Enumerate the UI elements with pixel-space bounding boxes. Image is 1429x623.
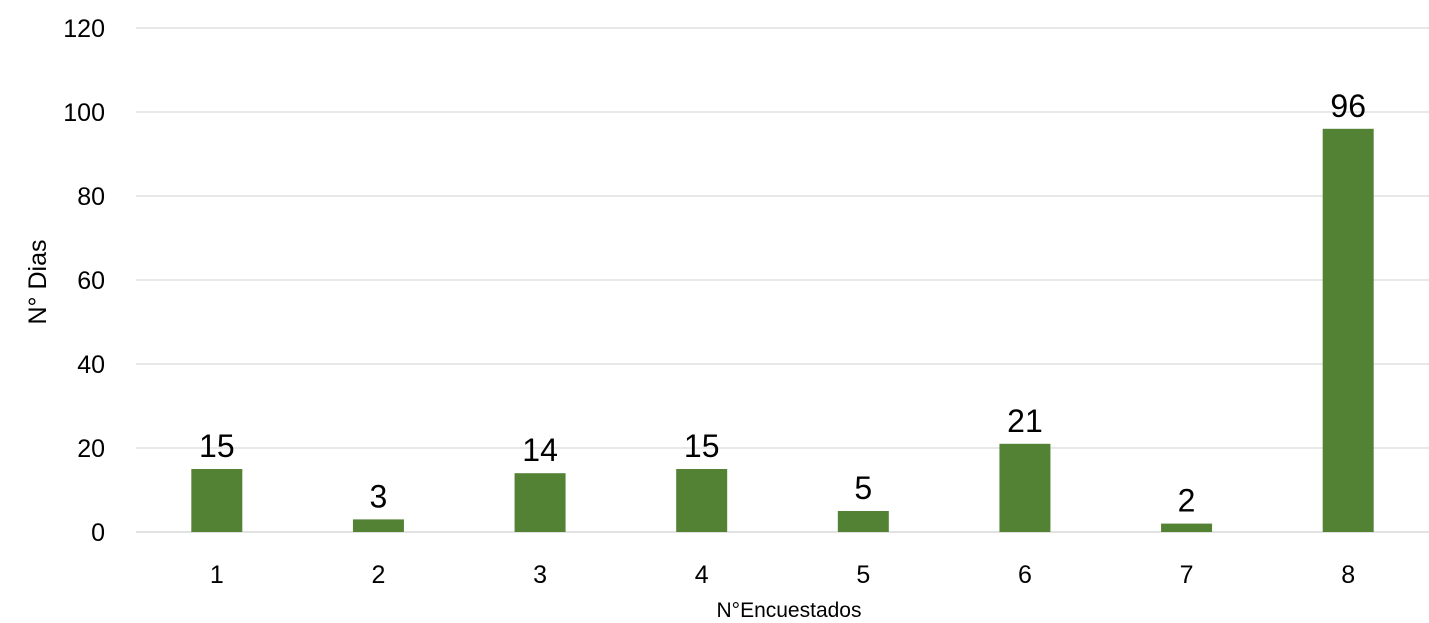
x-tick-label: 7 xyxy=(1180,561,1194,589)
x-tick-label: 3 xyxy=(533,561,547,589)
x-axis-ticks: 1 2 3 4 5 6 7 8 xyxy=(210,561,1355,589)
bar xyxy=(837,511,889,532)
data-label: 21 xyxy=(1007,403,1043,439)
y-tick-label: 120 xyxy=(63,15,105,43)
x-tick-label: 2 xyxy=(371,561,385,589)
y-tick-label: 80 xyxy=(77,183,105,211)
data-label: 15 xyxy=(199,428,235,464)
bar xyxy=(514,473,566,532)
data-label: 2 xyxy=(1178,483,1196,519)
bars xyxy=(191,128,1374,533)
y-tick-label: 20 xyxy=(77,435,105,463)
x-tick-label: 6 xyxy=(1018,561,1032,589)
data-label: 15 xyxy=(684,428,720,464)
data-label: 3 xyxy=(370,478,388,514)
data-labels: 15 3 14 15 5 21 2 96 xyxy=(199,88,1366,519)
bar xyxy=(191,469,243,532)
x-tick-label: 8 xyxy=(1341,561,1355,589)
data-label: 14 xyxy=(522,432,558,468)
y-tick-label: 60 xyxy=(77,267,105,295)
data-label: 5 xyxy=(854,470,872,506)
y-tick-label: 100 xyxy=(63,99,105,127)
bar xyxy=(676,469,728,532)
y-axis-title: N° Dias xyxy=(24,239,52,324)
bar xyxy=(999,443,1051,532)
x-tick-label: 4 xyxy=(695,561,709,589)
y-tick-label: 40 xyxy=(77,351,105,379)
x-tick-label: 1 xyxy=(210,561,224,589)
x-tick-label: 5 xyxy=(856,561,870,589)
bar xyxy=(352,519,404,532)
y-tick-label: 0 xyxy=(91,519,105,547)
x-axis-title: N°Encuestados xyxy=(717,599,862,622)
gridlines xyxy=(136,27,1429,533)
bar xyxy=(1322,128,1374,533)
data-label: 96 xyxy=(1330,88,1366,124)
bar xyxy=(1161,523,1213,532)
y-axis-ticks: 0 20 40 60 80 100 120 xyxy=(63,15,105,547)
